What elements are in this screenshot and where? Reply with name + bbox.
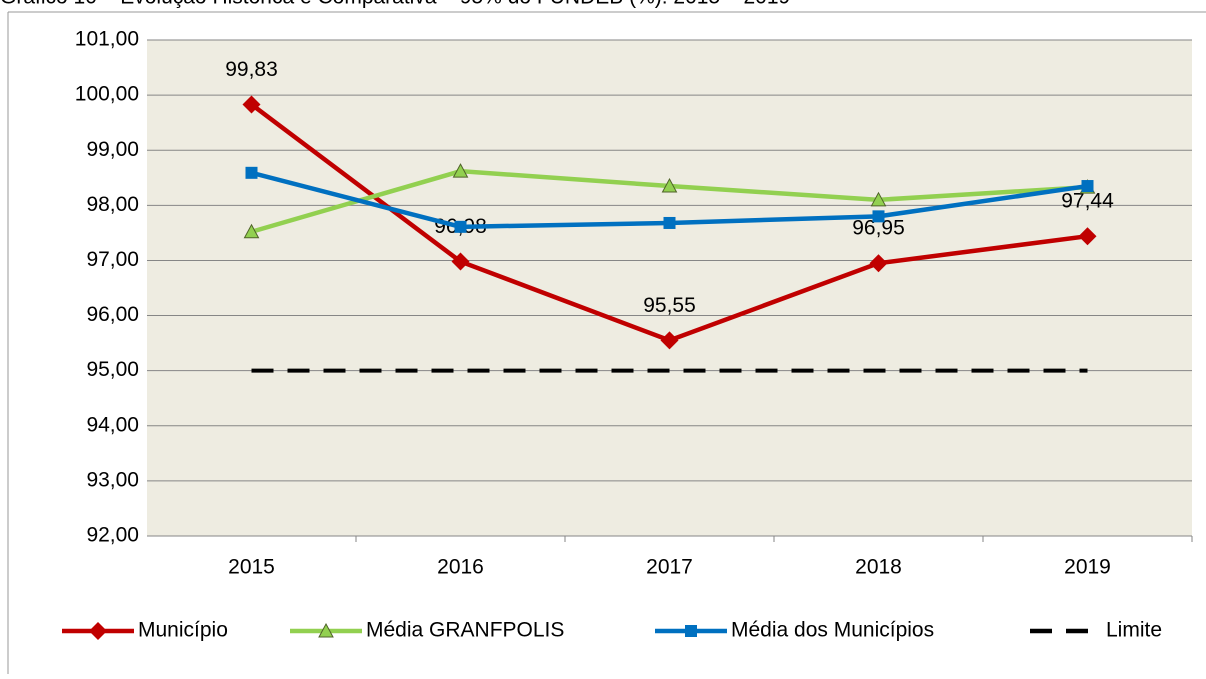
- point-marker: [454, 220, 467, 233]
- y-tick-label: 96,00: [86, 303, 139, 326]
- legend-label: Limite: [1106, 619, 1162, 642]
- y-tick-label: 92,00: [86, 524, 139, 547]
- data-label: 99,83: [225, 58, 278, 81]
- point-marker: [245, 166, 258, 179]
- legend-marker: [89, 622, 107, 640]
- legend-label: Média dos Municípios: [731, 619, 934, 642]
- y-tick-label: 99,00: [86, 138, 139, 161]
- y-tick-label: 101,00: [75, 28, 139, 51]
- y-tick-label: 94,00: [86, 413, 139, 436]
- data-label: 96,95: [852, 217, 905, 240]
- point-marker: [870, 191, 887, 207]
- y-tick-label: 93,00: [86, 468, 139, 491]
- data-label: 95,55: [643, 294, 696, 317]
- y-tick-label: 95,00: [86, 358, 139, 381]
- point-marker: [869, 254, 888, 273]
- x-tick-label: 2017: [646, 556, 693, 579]
- point-marker: [451, 252, 470, 271]
- y-tick-label: 97,00: [86, 248, 139, 271]
- x-tick-label: 2019: [1064, 556, 1111, 579]
- point-marker: [242, 95, 261, 114]
- point-marker: [243, 223, 260, 239]
- legend-label: Município: [138, 619, 228, 642]
- y-tick-label: 98,00: [86, 193, 139, 216]
- point-marker: [660, 331, 679, 350]
- data-label: 97,44: [1061, 190, 1114, 213]
- x-tick-label: 2015: [228, 556, 275, 579]
- legend-marker: [685, 625, 697, 637]
- legend-marker: [318, 622, 334, 638]
- x-tick-label: 2016: [437, 556, 484, 579]
- point-marker: [872, 210, 885, 223]
- point-marker: [1081, 180, 1094, 193]
- point-marker: [663, 216, 676, 229]
- point-marker: [452, 163, 469, 178]
- chart-title: Gráfico 10 – Evolução Histórica e Compar…: [0, 0, 790, 9]
- point-marker: [1078, 227, 1097, 246]
- y-tick-label: 100,00: [75, 83, 139, 106]
- point-marker: [661, 177, 678, 193]
- x-tick-label: 2018: [855, 556, 902, 579]
- legend-label: Média GRANFPOLIS: [366, 619, 564, 642]
- plot-area: [147, 40, 1192, 536]
